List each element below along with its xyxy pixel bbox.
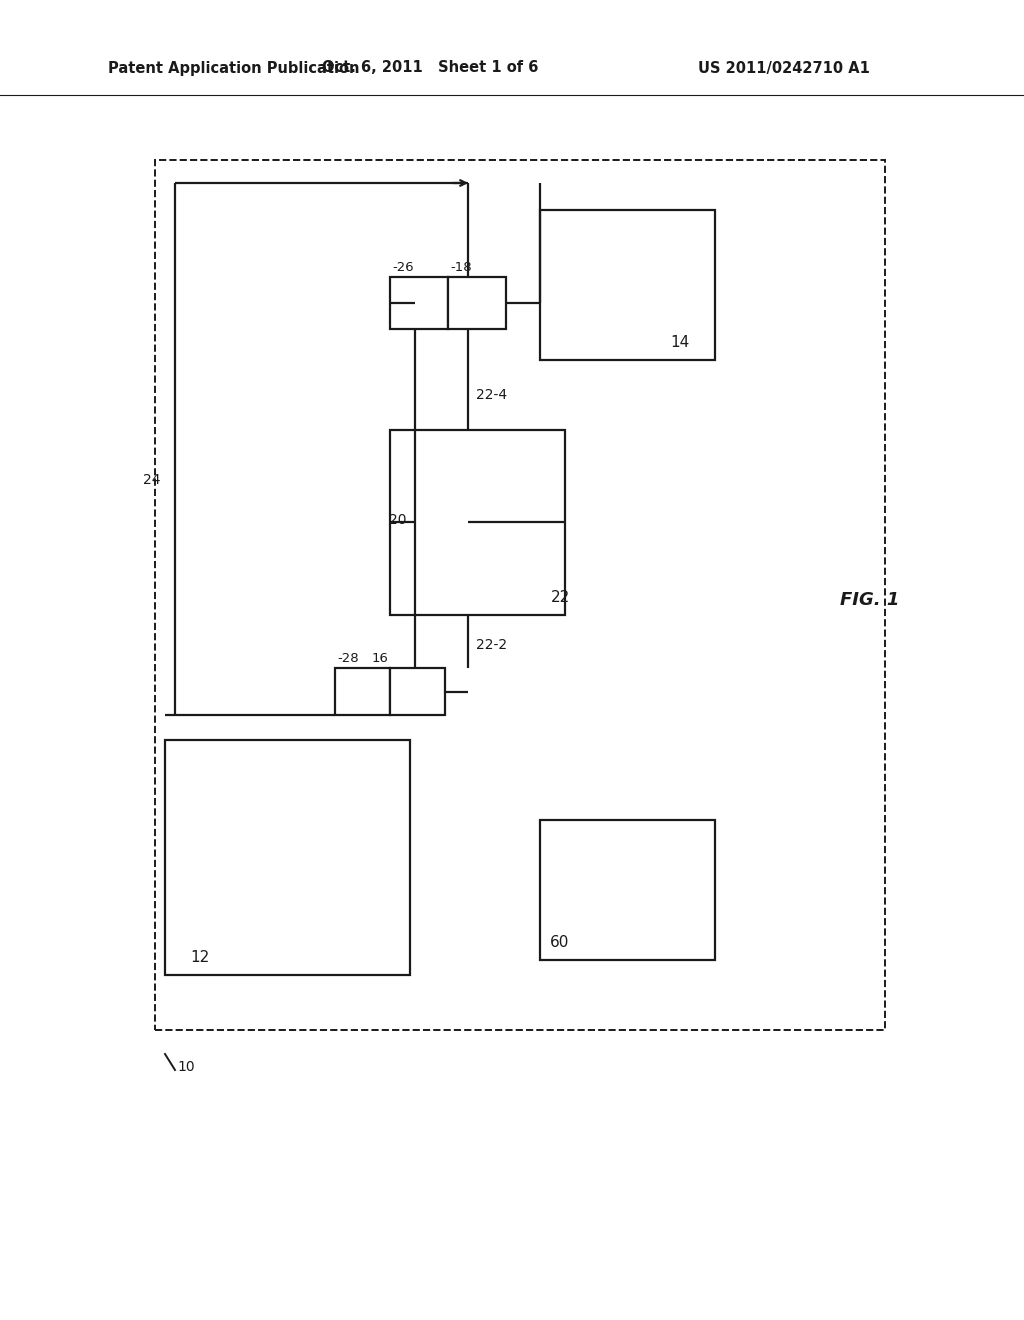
Text: 16: 16 [371, 652, 388, 665]
Text: US 2011/0242710 A1: US 2011/0242710 A1 [698, 61, 870, 75]
Text: -18: -18 [450, 261, 472, 275]
Text: Oct. 6, 2011   Sheet 1 of 6: Oct. 6, 2011 Sheet 1 of 6 [322, 61, 539, 75]
Bar [540, 210, 715, 360]
Text: 20: 20 [389, 513, 407, 527]
Bar [335, 668, 390, 715]
Text: -26: -26 [392, 261, 414, 275]
Bar [165, 741, 410, 975]
Text: 22-4: 22-4 [476, 388, 507, 403]
Text: 12: 12 [190, 950, 209, 965]
Text: 22-2: 22-2 [476, 638, 507, 652]
Text: 14: 14 [671, 335, 690, 350]
Text: 22: 22 [551, 590, 570, 605]
Bar [449, 277, 506, 329]
Bar [540, 820, 715, 960]
Text: 24: 24 [142, 473, 160, 487]
Bar [390, 430, 565, 615]
Text: 60: 60 [550, 935, 569, 950]
Bar [155, 160, 885, 1030]
Text: -28: -28 [337, 652, 358, 665]
Text: FIG. 1: FIG. 1 [841, 591, 900, 609]
Bar [390, 277, 449, 329]
Bar [390, 668, 445, 715]
Text: Patent Application Publication: Patent Application Publication [108, 61, 359, 75]
Text: 10: 10 [177, 1060, 195, 1074]
